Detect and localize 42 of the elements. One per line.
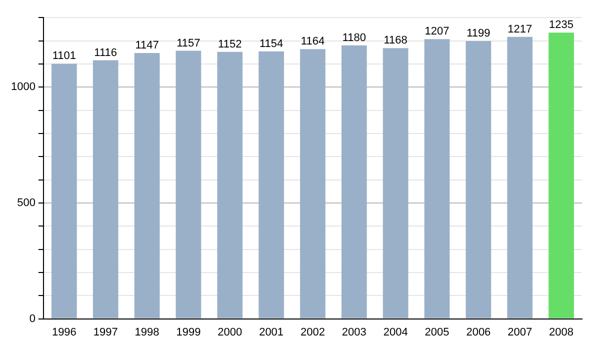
- x-tick-label: 2007: [508, 326, 532, 338]
- data-label: 1164: [300, 36, 325, 48]
- x-tick-label: 2005: [424, 326, 450, 338]
- bar: [341, 45, 367, 318]
- bar: [382, 48, 408, 318]
- bar: [466, 41, 492, 318]
- bar: [52, 64, 77, 318]
- data-label: 1199: [466, 28, 490, 40]
- bar: [424, 39, 450, 318]
- y-tick-label: 500: [17, 196, 36, 209]
- data-label: 1147: [135, 40, 159, 52]
- x-tick-label: 2006: [466, 326, 491, 338]
- bar: [300, 49, 326, 318]
- bar: [217, 52, 243, 318]
- x-tick-label: 2008: [549, 326, 574, 338]
- x-tick-label: 1996: [52, 326, 76, 338]
- data-label: 1101: [52, 50, 76, 62]
- x-tick-label: 2003: [342, 326, 366, 338]
- data-label: 1217: [508, 23, 532, 36]
- x-tick-label: 2002: [300, 326, 325, 338]
- x-tick-label: 2004: [383, 326, 408, 338]
- bar: [176, 50, 202, 318]
- bar: [548, 32, 574, 318]
- data-label: 1157: [176, 37, 200, 50]
- x-tick-label: 2001: [259, 326, 284, 338]
- bar: [92, 60, 118, 318]
- x-tick-label: 1997: [93, 326, 118, 338]
- x-tick-label: 1999: [176, 326, 201, 338]
- y-tick-label: 0: [29, 312, 36, 325]
- bar: [258, 51, 284, 318]
- data-label: 1152: [218, 38, 242, 50]
- x-tick-label: 1998: [134, 326, 160, 338]
- data-label: 1116: [94, 46, 118, 59]
- data-label: 1207: [424, 26, 450, 38]
- y-tick-label: 1000: [10, 81, 36, 94]
- data-label: 1235: [549, 19, 574, 32]
- bar: [134, 53, 160, 318]
- data-label: 1168: [384, 34, 408, 47]
- x-tick-label: 2000: [218, 326, 242, 338]
- data-label: 1154: [259, 38, 284, 50]
- bar: [507, 36, 533, 318]
- data-label: 1180: [342, 32, 366, 44]
